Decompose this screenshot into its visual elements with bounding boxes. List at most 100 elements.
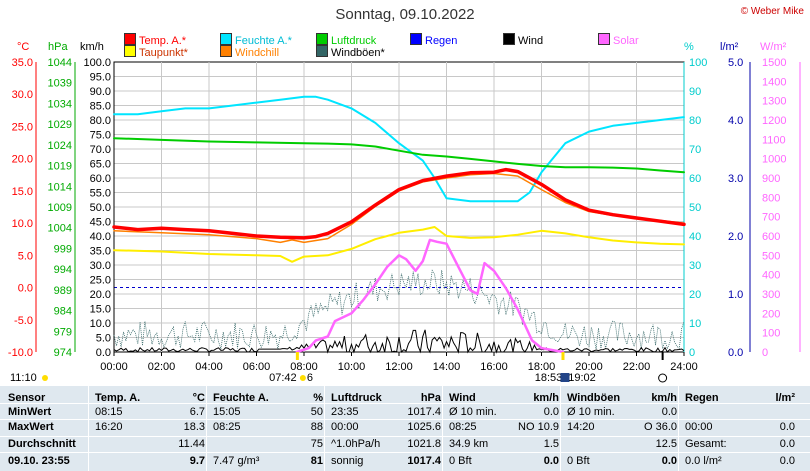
legend-swatch	[124, 45, 136, 57]
wind-tick-label: 50.0	[90, 202, 111, 214]
cell-gust-dir: O 36.0	[643, 421, 677, 433]
legend-label: Wind	[518, 35, 544, 47]
row-separator	[0, 452, 810, 453]
temp-tick-label: -10.0	[8, 347, 33, 359]
pressure-tick-label: 1024	[48, 140, 72, 152]
cell-hum-time: 7.47 g/m³	[213, 455, 260, 467]
cell-gust-value: 0.0	[661, 455, 677, 467]
x-tick-label: 20:00	[575, 361, 603, 373]
humidity-tick-label: 50	[689, 202, 701, 214]
cell-hum-value: 81	[310, 455, 323, 467]
header-press: Luftdruck	[331, 392, 382, 404]
cell-rain-time: 0.0 l/m²	[685, 455, 722, 467]
weather-chart: 00:00 02:00 04:00 06:00 08:00 10:00 12:00 14:00…	[8, 41, 801, 384]
header-temp: Temp. A.	[95, 392, 141, 404]
solar-tick-label: 100	[762, 328, 780, 340]
cell-gust-time: 14:20	[567, 421, 595, 433]
legend-item: Temp. A.*	[124, 33, 186, 48]
x-tick-label: 10:00	[338, 361, 366, 373]
solar-tick-label: 600	[762, 231, 780, 243]
wind-tick-label: 95.0	[90, 72, 111, 84]
cell-wind-time: 08:25	[449, 421, 477, 433]
cell-wind-time: 0 Bft	[449, 455, 472, 467]
cell-temp-value: 6.7	[189, 406, 205, 418]
rain-tick-label: 4.0	[728, 115, 743, 127]
cell-gust-value: 0.0	[661, 406, 677, 418]
pressure-tick-label: 1034	[48, 98, 72, 110]
cell-wind-time: Ø 10 min.	[449, 406, 497, 418]
wind-series	[113, 269, 685, 354]
x-tick-label: 08:00	[290, 361, 318, 373]
cell-wind-value: 0.0	[543, 455, 559, 467]
cell-temp-value: 18.3	[183, 421, 205, 433]
sun-small-icon	[42, 375, 48, 381]
cell-press-time: 00:00	[331, 421, 359, 433]
humidity-tick-label: 70	[689, 144, 701, 156]
pressure-tick-label: 984	[54, 306, 72, 318]
sun-hours: 6	[307, 372, 313, 384]
rain-unit-label: l/m²	[720, 41, 739, 53]
legend-swatch	[124, 33, 136, 45]
humidity-tick-label: 30	[689, 260, 701, 272]
moon-phase-icon	[658, 373, 668, 383]
cell-wind-time: 34.9 km	[449, 438, 489, 450]
legend-item: Windböen*	[316, 45, 385, 60]
wind-tick-label: 15.0	[90, 304, 111, 316]
humidity-unit-label: %	[684, 41, 694, 53]
header-hum: Feuchte A.	[213, 392, 269, 404]
header-gust: Windböen	[567, 392, 621, 404]
x-tick-label: 04:00	[195, 361, 223, 373]
pressure-unit-label: hPa	[48, 41, 68, 53]
legend-label: Windböen*	[331, 47, 385, 59]
cell-temp-value: 11.44	[178, 438, 205, 450]
temp-unit-label: °C	[17, 41, 29, 53]
chart-legend: Temp. A.* Feuchte A.* Luftdruck Regen Wind So…	[0, 31, 810, 59]
cell-temp-time: 08:15	[95, 406, 123, 418]
wind-tick-label: 25.0	[90, 275, 111, 287]
humidity-tick-label: 0	[689, 347, 695, 359]
legend-swatch	[598, 33, 610, 45]
cell-rain-value: 0.0	[779, 438, 795, 450]
pressure-tick-label: 1044	[48, 57, 72, 69]
humidity-tick-label: 60	[689, 173, 701, 185]
cell-rain-time: 00:00	[685, 421, 713, 433]
header-sensor: Sensor	[8, 392, 46, 404]
wind-tick-label: 80.0	[90, 115, 111, 127]
sunset-marker	[561, 352, 565, 360]
row-label: MaxWert	[8, 421, 54, 433]
temp-tick-label: 20.0	[12, 154, 33, 166]
stats-table	[0, 386, 810, 471]
pressure-tick-label: 1039	[48, 78, 72, 90]
cell-hum-time: 15:05	[213, 406, 241, 418]
series-tempa	[112, 167, 686, 240]
solar-tick-label: 300	[762, 289, 780, 301]
legend-label: Regen	[425, 35, 458, 47]
series-taupunkt	[113, 226, 685, 263]
legend-label: Solar	[613, 35, 639, 47]
wind-tick-label: 90.0	[90, 86, 111, 98]
chart-series	[112, 95, 686, 354]
wind-tick-label: 60.0	[90, 173, 111, 185]
header-temp-unit: °C	[192, 392, 205, 404]
wind-tick-label: 40.0	[90, 231, 111, 243]
column-separator	[560, 386, 561, 471]
solar-tick-label: 1200	[762, 115, 786, 127]
x-tick-label: 12:00	[385, 361, 413, 373]
cell-hum-value: 75	[310, 438, 323, 450]
cell-rain-value: 0.0	[779, 455, 795, 467]
temp-tick-label: 5.0	[18, 250, 33, 262]
pressure-tick-label: 989	[54, 285, 72, 297]
wind-tick-label: 100.0	[83, 57, 111, 69]
pressure-tick-label: 1014	[48, 181, 72, 193]
wind-tick-label: 30.0	[90, 260, 111, 272]
solar-tick-label: 0	[762, 347, 768, 359]
solar-tick-label: 700	[762, 212, 780, 224]
cell-temp-time: 16:20	[95, 421, 123, 433]
temp-tick-label: -5.0	[14, 315, 33, 327]
header-wind-unit: km/h	[533, 392, 559, 404]
rain-tick-label: 2.0	[728, 231, 743, 243]
pressure-tick-label: 1029	[48, 119, 72, 131]
pressure-tick-label: 1019	[48, 161, 72, 173]
row-label: MinWert	[8, 406, 52, 418]
header-wind: Wind	[449, 392, 476, 404]
